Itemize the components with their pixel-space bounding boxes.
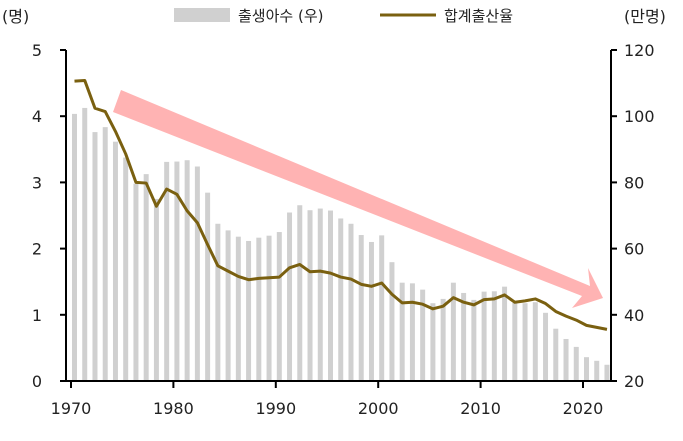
left-tick-label: 4 bbox=[32, 107, 42, 126]
bar-2006 bbox=[440, 298, 446, 381]
bar-1974 bbox=[112, 141, 118, 381]
x-tick-label: 2010 bbox=[460, 399, 501, 418]
bar-2008 bbox=[461, 292, 467, 381]
bar-1987 bbox=[246, 240, 252, 381]
bar-1975 bbox=[123, 157, 129, 381]
x-tick-label: 2020 bbox=[563, 399, 604, 418]
bar-1970 bbox=[72, 113, 77, 382]
bar-2000 bbox=[379, 235, 385, 381]
bar-2022 bbox=[604, 364, 610, 381]
bar-2004 bbox=[420, 289, 426, 381]
bar-2017 bbox=[553, 328, 559, 381]
bar-2016 bbox=[543, 312, 549, 381]
bar-2019 bbox=[573, 346, 579, 381]
right-tick-label: 40 bbox=[624, 306, 644, 325]
bar-2009 bbox=[471, 299, 477, 381]
bar-2010 bbox=[481, 291, 487, 381]
bar-2012 bbox=[502, 286, 508, 381]
left-tick-label: 3 bbox=[32, 173, 42, 192]
bar-1979 bbox=[164, 161, 170, 381]
bar-1985 bbox=[225, 230, 231, 381]
bar-1992 bbox=[297, 205, 303, 381]
right-tick-label: 100 bbox=[624, 107, 655, 126]
right-tick-label: 120 bbox=[624, 41, 655, 60]
bar-2005 bbox=[430, 303, 436, 381]
bar-1984 bbox=[215, 223, 221, 381]
left-axis-unit: (명) bbox=[2, 7, 29, 26]
legend-label-fertility: 합계출산율 bbox=[444, 7, 513, 25]
bar-2020 bbox=[584, 357, 589, 381]
bar-1981 bbox=[184, 160, 190, 381]
bar-1972 bbox=[92, 132, 98, 381]
axis-ticks: 0 20 1 40 2 60 3 80 4 100 5 120 1970 1980 1990 2000 2010… bbox=[32, 41, 655, 418]
bar-1986 bbox=[235, 236, 241, 381]
bar-1999 bbox=[368, 241, 374, 381]
bar-1995 bbox=[328, 210, 333, 381]
bar-1997 bbox=[348, 223, 354, 381]
bar-1971 bbox=[82, 107, 88, 382]
bar-1989 bbox=[266, 235, 272, 381]
bar-1990 bbox=[276, 232, 282, 381]
right-tick-label: 60 bbox=[624, 240, 644, 259]
right-tick-label: 80 bbox=[624, 173, 644, 192]
right-axis-unit: (만명) bbox=[624, 7, 666, 26]
bar-1991 bbox=[287, 212, 293, 381]
bar-2013 bbox=[512, 302, 518, 381]
legend-swatch-births bbox=[174, 8, 230, 22]
bar-2021 bbox=[594, 360, 600, 381]
bar-1982 bbox=[194, 166, 200, 381]
x-tick-label: 1970 bbox=[51, 399, 92, 418]
legend: 출생아수 (우) 합계출산율 bbox=[174, 7, 513, 25]
bar-2007 bbox=[450, 282, 456, 381]
bar-1998 bbox=[358, 235, 364, 381]
bar-1973 bbox=[102, 127, 108, 381]
bar-2001 bbox=[389, 262, 395, 381]
bar-1976 bbox=[133, 183, 139, 381]
bar-1983 bbox=[205, 192, 211, 381]
legend-label-births: 출생아수 (우) bbox=[238, 7, 323, 25]
bar-1988 bbox=[256, 237, 262, 381]
line-series-fertility-rate bbox=[74, 78, 608, 331]
left-tick-label: 0 bbox=[32, 372, 42, 391]
bar-1977 bbox=[143, 174, 149, 381]
bar-2003 bbox=[409, 283, 415, 381]
bar-series-births bbox=[72, 107, 610, 382]
left-tick-label: 2 bbox=[32, 240, 42, 259]
bar-1980 bbox=[174, 161, 180, 381]
left-tick-label: 1 bbox=[32, 306, 42, 325]
bar-2014 bbox=[522, 303, 528, 381]
x-tick-label: 1980 bbox=[153, 399, 194, 418]
x-tick-label: 2000 bbox=[358, 399, 399, 418]
trend-arrow bbox=[113, 90, 603, 308]
bar-2015 bbox=[532, 302, 538, 381]
left-tick-label: 5 bbox=[32, 41, 42, 60]
bar-1978 bbox=[153, 198, 159, 381]
right-tick-label: 20 bbox=[624, 372, 644, 391]
bar-2011 bbox=[491, 291, 497, 381]
x-tick-label: 1990 bbox=[255, 399, 296, 418]
bar-1994 bbox=[317, 208, 323, 381]
bar-2002 bbox=[399, 282, 405, 381]
bar-1996 bbox=[338, 218, 344, 381]
bar-2018 bbox=[563, 338, 569, 381]
bar-1993 bbox=[307, 210, 313, 381]
